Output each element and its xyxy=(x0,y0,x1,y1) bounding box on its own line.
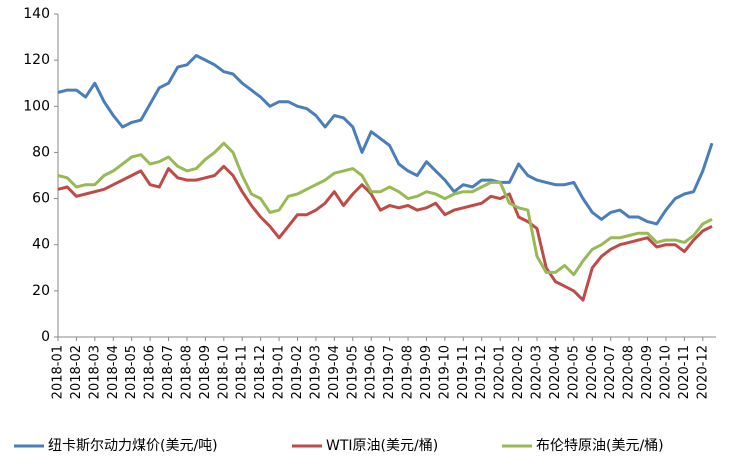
x-tick-label: 2020-08 xyxy=(622,345,637,399)
x-tick-label: 2018-11 xyxy=(235,345,250,399)
x-tick-label: 2019-12 xyxy=(474,345,489,399)
x-tick-label: 2018-06 xyxy=(143,345,158,399)
x-tick-label: 2018-09 xyxy=(198,345,213,399)
x-tick-label: 2019-11 xyxy=(456,345,471,399)
x-tick-label: 2019-06 xyxy=(364,345,379,399)
x-tick-label: 2018-12 xyxy=(253,345,268,399)
y-tick-label: 20 xyxy=(32,283,50,299)
x-tick-label: 2020-05 xyxy=(566,345,581,399)
x-tick-label: 2018-03 xyxy=(87,345,102,399)
line xyxy=(57,54,714,226)
legend-label: 布伦特原油(美元/桶) xyxy=(536,438,664,454)
y-tick-label: 140 xyxy=(23,6,50,22)
x-tick-label: 2019-04 xyxy=(327,345,342,399)
y-tick-label: 40 xyxy=(32,237,50,253)
x-tick-label: 2019-01 xyxy=(272,345,287,399)
y-tick-label: 0 xyxy=(41,329,50,345)
x-tick-label: 2019-07 xyxy=(382,345,397,399)
y-tick-label: 120 xyxy=(23,52,50,68)
x-tick-label: 2018-02 xyxy=(69,345,84,399)
x-tick-label: 2018-10 xyxy=(216,345,231,399)
y-tick-label: 100 xyxy=(23,98,50,114)
x-tick-label: 2018-04 xyxy=(106,345,121,399)
x-tick-label: 2019-02 xyxy=(290,345,305,399)
legend-label: 纽卡斯尔动力煤价(美元/吨) xyxy=(48,438,218,454)
line xyxy=(57,141,713,277)
legend-label: WTI原油(美元/桶) xyxy=(326,438,438,454)
line xyxy=(57,164,713,302)
x-tick-label: 2020-02 xyxy=(511,345,526,399)
x-tick-label: 2018-05 xyxy=(124,345,139,399)
x-tick-label: 2020-01 xyxy=(493,345,508,399)
x-tick-label: 2018-08 xyxy=(179,345,194,399)
x-tick-label: 2020-11 xyxy=(677,345,692,399)
x-tick-label: 2020-09 xyxy=(640,345,655,399)
x-tick-label: 2019-09 xyxy=(419,345,434,399)
x-tick-label: 2020-04 xyxy=(548,345,563,399)
x-tick-label: 2020-07 xyxy=(603,345,618,399)
x-tick-label: 2020-06 xyxy=(585,345,600,399)
x-tick-label: 2019-05 xyxy=(345,345,360,399)
x-tick-label: 2018-07 xyxy=(161,345,176,399)
x-tick-label: 2019-10 xyxy=(437,345,452,399)
x-tick-label: 2020-12 xyxy=(695,345,710,399)
y-tick-label: 60 xyxy=(32,191,50,207)
x-tick-label: 2019-03 xyxy=(308,345,323,399)
y-tick-label: 80 xyxy=(32,144,50,160)
x-tick-label: 2018-01 xyxy=(51,345,66,399)
x-tick-label: 2020-03 xyxy=(529,345,544,399)
x-tick-label: 2020-10 xyxy=(658,345,673,399)
x-tick-label: 2019-08 xyxy=(401,345,416,399)
